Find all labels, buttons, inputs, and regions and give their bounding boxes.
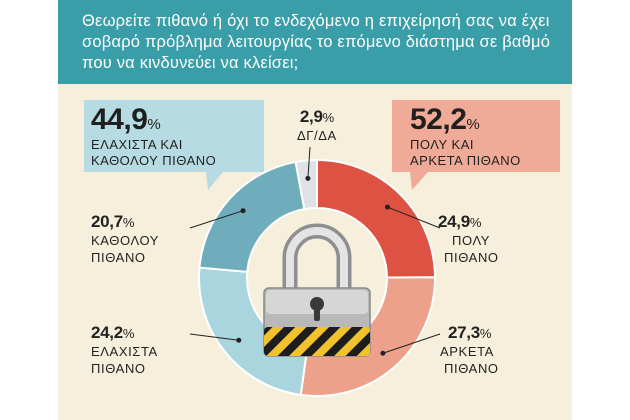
slice-caption-katholou-1: ΚΑΘΟΛΟΥ: [91, 233, 160, 248]
leader-line-arketa: [382, 333, 441, 354]
slice-value-poly: 24,9: [438, 212, 470, 231]
slice-label-katholou: 20,7% ΚΑΘΟΛΟΥ ΠΙΘΑΝΟ: [91, 212, 160, 265]
header-banner: Θεωρείτε πιθανό ή όχι το ενδεχόμενο η επ…: [58, 0, 572, 84]
slice-label-elaxista: 24,2% ΕΛΑΧΙΣΤΑ ΠΙΘΑΝΟ: [91, 323, 158, 376]
slice-caption-poly-1: ΠΟΛΥ: [452, 233, 491, 248]
donut-slices: [198, 158, 437, 397]
leader-dot-arketa: [380, 350, 386, 356]
leader-line-katholou: [189, 210, 244, 229]
leader-dot-elaxista: [236, 337, 242, 343]
slice-caption-dgda-1: ΔΓ/ΔΑ: [297, 128, 337, 143]
leader-line-elaxista: [189, 333, 239, 341]
leader-dot-poly: [384, 204, 390, 210]
summary-left-caption-2: ΚΑΘΟΛΟΥ ΠΙΘΑΝΟ: [91, 153, 217, 168]
question-text: Θεωρείτε πιθανό ή όχι το ενδεχόμενο η επ…: [82, 12, 551, 72]
summary-left: 44,9% ΕΛΑΧΙΣΤΑ ΚΑΙ ΚΑΘΟΛΟΥ ΠΙΘΑΝΟ: [91, 103, 216, 169]
slice-value-katholou: 20,7: [91, 212, 123, 231]
slice-caption-elaxista-2: ΠΙΘΑΝΟ: [91, 361, 146, 376]
slice-caption-arketa-2: ΠΙΘΑΝΟ: [444, 361, 499, 376]
summary-callouts: [84, 100, 560, 190]
slice-caption-katholou-2: ΠΙΘΑΝΟ: [91, 250, 146, 265]
slice-value-arketa: 27,3: [448, 323, 480, 342]
summary-right-caption-1: ΠΟΛΥ ΚΑΙ: [410, 137, 474, 152]
summary-right-value: 52,2%: [410, 103, 480, 136]
slice-value-elaxista: 24,2: [91, 323, 123, 342]
donut-slice-dgda: [294, 158, 318, 211]
leader-dot-dgda: [305, 175, 311, 181]
summary-left-caption-1: ΕΛΑΧΙΣΤΑ ΚΑΙ: [91, 137, 183, 152]
leader-lines: [189, 146, 441, 356]
padlock-icon: [263, 223, 371, 357]
callout-box-right: [392, 100, 560, 190]
slice-label-dgda: 2,9% ΔΓ/ΔΑ: [297, 107, 337, 143]
leader-dot-katholou: [240, 208, 246, 214]
summary-right-caption-2: ΑΡΚΕΤΑ ΠΙΘΑΝΟ: [410, 153, 521, 168]
slice-caption-elaxista-1: ΕΛΑΧΙΣΤΑ: [91, 344, 158, 359]
slice-label-arketa: 27,3% ΑΡΚΕΤΑ ΠΙΘΑΝΟ: [440, 323, 499, 376]
slice-value-dgda: 2,9: [299, 107, 323, 126]
callout-box-left: [84, 100, 264, 190]
leader-line-dgda: [307, 146, 311, 179]
summary-right: 52,2% ΠΟΛΥ ΚΑΙ ΑΡΚΕΤΑ ΠΙΘΑΝΟ: [410, 103, 521, 169]
slice-caption-arketa-1: ΑΡΚΕΤΑ: [440, 344, 494, 359]
leader-line-poly: [387, 206, 441, 229]
donut-slice-poly: [316, 158, 437, 279]
slice-label-poly: 24,9% ΠΟΛΥ ΠΙΘΑΝΟ: [438, 212, 499, 265]
slice-caption-poly-2: ΠΙΘΑΝΟ: [444, 250, 499, 265]
summary-left-value: 44,9%: [91, 103, 161, 136]
